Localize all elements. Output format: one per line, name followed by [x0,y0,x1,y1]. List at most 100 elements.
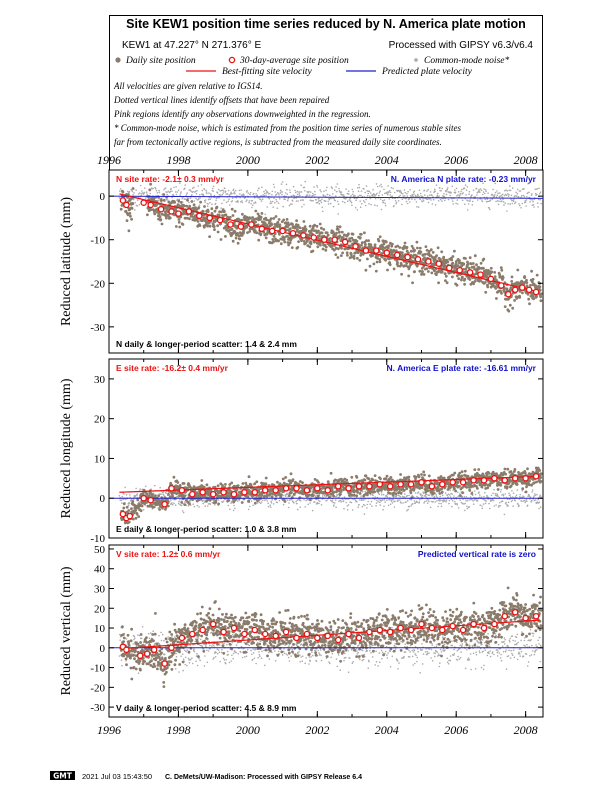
north-cm-noise-point [166,199,169,201]
north-cm-noise-point [426,190,428,192]
north-daily-point [336,256,340,259]
north-daily-point [213,209,217,213]
north-cm-noise-point [211,187,214,190]
north-cm-noise-point [487,192,489,194]
north-cm-noise-point [534,192,537,195]
east-cm-noise-point [135,487,137,490]
north-daily-point [174,225,178,228]
north-cm-noise-point [287,197,290,200]
north-daily-point [363,231,366,235]
north-daily-point [403,241,407,245]
north-cm-noise-point [519,190,522,192]
north-cm-noise-point [256,189,259,192]
east-cm-noise-point [221,501,224,504]
east-cm-noise-point [436,500,438,502]
north-cm-noise-point [347,190,350,192]
east-cm-noise-point [440,502,442,505]
north-daily-point [425,267,429,270]
north-cm-noise-point [407,190,409,193]
north-daily-point [368,264,372,268]
east-cm-noise-point [296,502,298,505]
north-cm-noise-point [193,186,195,189]
north-cm-noise-point [274,191,277,193]
north-daily-point [233,221,236,225]
north-cm-noise-point [194,190,197,193]
north-cm-noise-point [166,193,169,196]
north-cm-noise-point [166,191,168,194]
north-cm-noise-point [178,198,181,201]
east-cm-noise-point [428,494,431,497]
east-cm-noise-point [125,494,128,496]
north-cm-noise-point [402,195,404,197]
east-daily-point [316,494,320,498]
north-cm-noise-point [199,194,201,196]
east-cm-noise-point [267,505,270,508]
east-cm-noise-point [411,502,414,505]
east-cm-noise-point [481,505,483,507]
north-cm-noise-point [220,207,222,209]
north-cm-noise-point [430,199,432,201]
north-daily-point [272,217,276,220]
east-cm-noise-point [318,502,320,505]
north-cm-noise-point [471,200,474,203]
east-daily-point [388,492,392,495]
north-cm-noise-point [506,193,509,195]
north-daily-point [125,219,129,223]
east-cm-noise-point [531,491,534,493]
north-cm-noise-point [383,188,385,191]
north-daily-point [271,238,275,241]
north-daily-point [451,261,455,265]
north-cm-noise-point [279,192,282,194]
east-cm-noise-point [332,501,335,504]
east-cm-noise-point [391,502,394,504]
north-cm-noise-point [514,201,517,203]
north-cm-noise-point [286,188,288,191]
east-cm-noise-point [448,499,451,502]
note-line-5: far from tectonically active regions, is… [114,137,442,147]
north-daily-point [149,182,153,186]
north-cm-noise-point [508,189,511,192]
east-cm-noise-point [331,500,334,502]
north-daily-point [238,237,242,241]
north-cm-noise-point [405,200,408,203]
north-cm-noise-point [279,189,282,192]
north-daily-point [256,212,260,216]
east-daily-point [350,475,354,479]
east-cm-noise-point [413,500,416,502]
north-daily-point [199,200,203,204]
north-cm-noise-point [520,207,522,209]
north-cm-noise-point [414,198,416,201]
north-daily-point [354,251,357,255]
north-cm-noise-point [467,203,470,205]
north-daily-point [160,222,164,226]
north-daily-point [188,217,191,221]
north-cm-noise-point [221,202,223,205]
north-daily-point [216,224,220,228]
north-daily-point [251,216,255,219]
north-cm-noise-point [197,185,199,187]
north-cm-noise-point [283,198,285,200]
north-cm-noise-point [180,191,182,193]
north-cm-noise-point [446,187,449,189]
north-cm-noise-point [267,193,270,195]
north-avg30-point [140,199,147,206]
north-daily-point [153,212,157,216]
east-daily-point [178,484,182,487]
north-daily-point [272,240,275,244]
north-cm-noise-point [486,200,489,203]
north-daily-point [423,253,427,256]
north-cm-noise-point [358,183,360,186]
east-cm-noise-point [180,504,183,507]
east-cm-noise-point [451,499,454,502]
east-cm-noise-point [410,498,413,501]
east-cm-noise-point [404,493,406,495]
east-cm-noise-point [414,492,417,494]
north-cm-noise-point [336,200,339,203]
north-cm-noise-point [320,190,322,193]
north-cm-noise-point [502,201,505,203]
north-daily-point [224,213,228,217]
north-cm-noise-point [269,192,271,195]
north-daily-point [528,302,531,306]
north-avg30-point [168,208,175,215]
east-cm-noise-point [399,499,401,501]
